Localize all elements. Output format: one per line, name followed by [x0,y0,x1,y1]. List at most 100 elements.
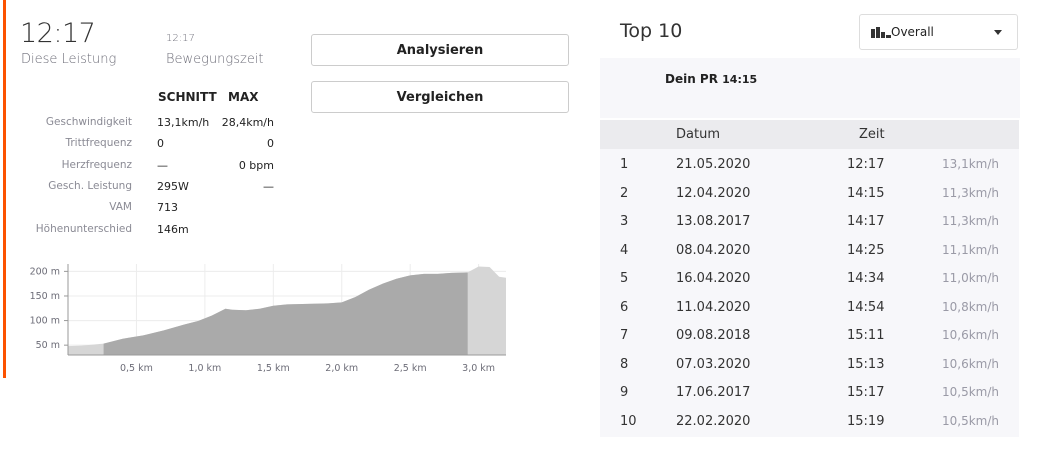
stats-max: 28,4km/h [221,116,274,129]
table-row[interactable]: 10 22.02.2020 15:19 10,5km/h [600,408,1019,436]
row-time: 14:15 [847,185,885,201]
pr-label: Dein PR [665,72,718,86]
stats-header-max: MAX [228,90,259,104]
row-date: 12.04.2020 [676,185,751,201]
bar-chart-icon [871,26,891,38]
y-tick-label: 50 m [36,340,60,351]
row-rank: 7 [620,328,629,343]
row-rank: 8 [620,356,629,372]
table-row[interactable]: 7 09.08.2018 15:11 10,6km/h [600,322,1019,350]
y-tick-label: 150 m [30,291,60,302]
row-time: 15:11 [847,328,885,343]
column-header-time: Zeit [859,127,885,142]
row-date: 07.03.2020 [676,356,751,372]
stats-row: Gesch. Leistung 295W — [0,180,290,200]
row-rank: 10 [620,413,637,429]
row-rank: 3 [620,214,629,229]
stats-avg: — [157,159,168,172]
row-speed: 11,0km/h [941,271,999,285]
stats-avg: 13,1km/h [157,116,210,129]
row-speed: 10,6km/h [941,328,999,342]
row-rank: 1 [620,157,629,172]
segment-area [103,272,468,355]
elevation-chart[interactable]: 200 m 150 m 100 m 50 m 0,5 km 1,0 km 1,5 km 2,0… [0,262,520,382]
row-speed: 10,6km/h [941,356,999,371]
column-header-date: Datum [676,127,720,142]
table-row[interactable]: 4 08.04.2020 14:25 11,1km/h [600,237,1019,265]
row-time: 14:54 [847,299,885,315]
pr-value: 14:15 [722,73,758,86]
table-row[interactable]: 3 13.08.2017 14:17 11,3km/h [600,208,1019,236]
stats-row: Geschwindigkeit 13,1km/h 28,4km/h [0,116,290,136]
row-date: 22.02.2020 [676,413,751,429]
row-time: 14:25 [847,242,885,258]
x-tick-label: 2,0 km [325,363,358,374]
row-speed: 11,3km/h [941,214,999,228]
row-speed: 11,3km/h [941,185,999,200]
stats-max: 0 bpm [238,159,274,172]
filter-dropdown[interactable]: Overall [859,14,1018,50]
table-row[interactable]: 1 21.05.2020 12:17 13,1km/h [600,151,1019,179]
row-date: 13.08.2017 [676,214,751,229]
leaderboard-header [600,120,1019,149]
stats-avg: 713 [157,201,178,214]
stats-row: Höhenunterschied 146m [0,223,290,243]
table-row[interactable]: 9 17.06.2017 15:17 10,5km/h [600,379,1019,407]
stats-max: 0 [267,137,274,150]
stats-label: Geschwindigkeit [45,116,132,128]
row-speed: 11,1km/h [941,242,999,257]
row-time: 14:34 [847,271,885,286]
row-rank: 5 [620,271,629,286]
x-tick-label: 2,5 km [394,363,427,374]
y-tick-label: 100 m [30,316,60,327]
x-tick-label: 1,5 km [257,363,290,374]
row-time: 15:13 [847,356,885,372]
stats-max: — [263,180,274,193]
table-row[interactable]: 6 11.04.2020 14:54 10,8km/h [600,294,1019,322]
moving-time-label: Bewegungszeit [166,52,264,67]
stats-label: VAM [109,201,132,213]
stats-label: Herzfrequenz [61,159,132,171]
row-rank: 4 [620,242,629,258]
row-rank: 6 [620,299,629,315]
personal-record: Dein PR 14:15 [665,72,757,86]
x-tick-label: 0,5 km [120,363,153,374]
row-speed: 10,8km/h [941,299,999,314]
row-time: 12:17 [847,157,885,172]
elapsed-time-value: 12:17 [20,18,96,49]
table-row[interactable]: 2 12.04.2020 14:15 11,3km/h [600,180,1019,208]
analyze-button[interactable]: Analysieren [311,34,569,66]
row-date: 16.04.2020 [676,271,751,286]
x-tick-label: 1,0 km [188,363,221,374]
leaderboard-table [600,120,1019,437]
row-date: 21.05.2020 [676,157,751,172]
top10-title: Top 10 [620,20,683,42]
stats-avg: 146m [157,223,189,236]
row-time: 14:17 [847,214,885,229]
stats-avg: 295W [157,180,189,193]
stats-row: Trittfrequenz 0 0 [0,137,290,157]
moving-time-value: 12:17 [166,33,195,44]
row-date: 09.08.2018 [676,328,751,343]
stats-label: Trittfrequenz [65,137,132,149]
chevron-down-icon [994,30,1002,35]
accent-bar [3,0,6,378]
y-tick-label: 200 m [30,266,60,277]
row-date: 08.04.2020 [676,242,751,258]
stats-header-avg: SCHNITT [158,90,217,104]
stats-label: Gesch. Leistung [48,180,132,192]
stats-row: Herzfrequenz — 0 bpm [0,159,290,179]
stats-row: VAM 713 [0,201,290,221]
table-row[interactable]: 8 07.03.2020 15:13 10,6km/h [600,351,1019,379]
elapsed-time-label: Diese Leistung [21,52,117,67]
row-time: 15:17 [847,385,885,400]
row-rank: 9 [620,385,629,400]
row-speed: 10,5km/h [941,413,999,428]
compare-button[interactable]: Vergleichen [311,81,569,113]
row-speed: 10,5km/h [941,385,999,399]
table-row[interactable]: 5 16.04.2020 14:34 11,0km/h [600,265,1019,293]
row-date: 17.06.2017 [676,385,751,400]
x-tick-label: 3,0 km [462,363,495,374]
filter-selected-label: Overall [891,25,934,39]
row-rank: 2 [620,185,629,201]
